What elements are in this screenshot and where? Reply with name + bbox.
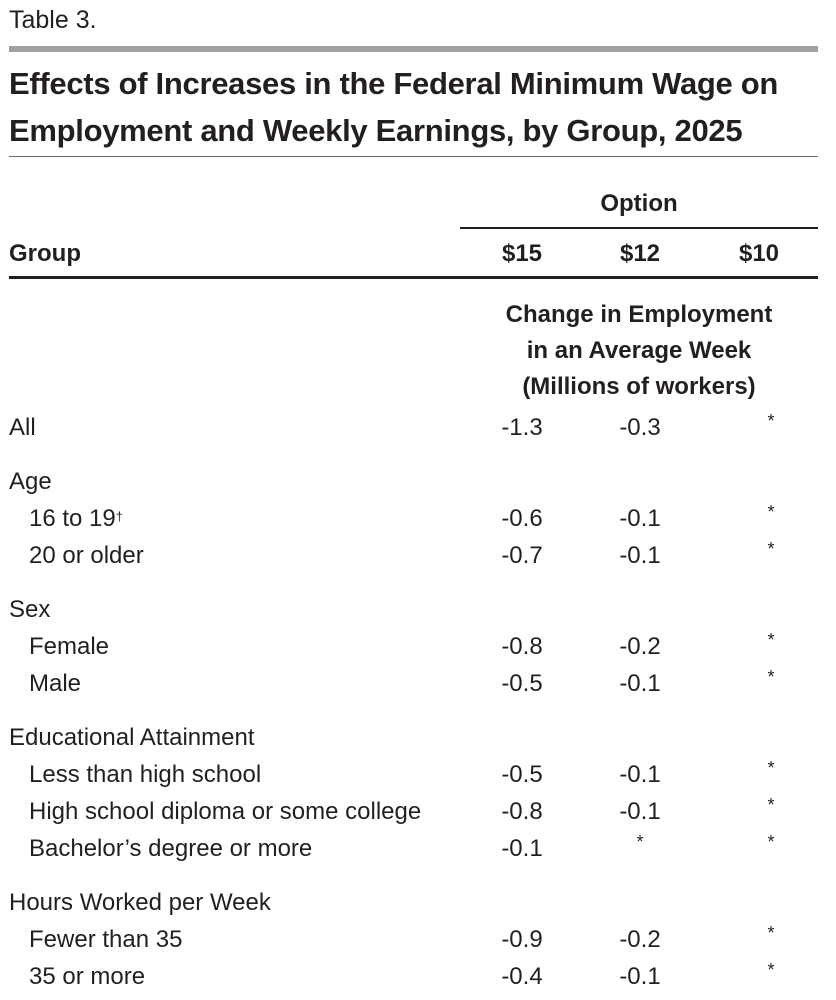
top-rule (9, 46, 818, 52)
value-15: -0.8 (501, 798, 543, 825)
section-header-age: Age (0, 464, 836, 500)
value-15: -0.9 (501, 926, 543, 953)
value-12: -0.1 (619, 963, 661, 990)
value-12: -0.1 (619, 670, 661, 697)
value-10-text: * (767, 502, 775, 522)
value-12: -0.1 (619, 761, 661, 788)
value-10-text: * (767, 630, 775, 650)
section-label: Hours Worked per Week (9, 889, 271, 916)
table-row-bachelors: Bachelor’s degree or more -0.1 * * (0, 831, 836, 867)
value-12-text: * (636, 832, 644, 852)
value-15: -0.4 (501, 963, 543, 990)
row-label: High school diploma or some college (29, 798, 422, 825)
subheader-line-3: (Millions of workers) (522, 373, 756, 400)
title-rule (9, 156, 818, 157)
value-10-text: * (767, 795, 775, 815)
value-15: -0.6 (501, 505, 543, 532)
value-12: * (585, 831, 695, 868)
section-label: Sex (9, 596, 51, 623)
group-header: Group (9, 240, 81, 267)
value-10-text: * (767, 832, 775, 852)
value-10: * (716, 922, 826, 959)
table-title: Effects of Increases in the Federal Mini… (9, 60, 778, 154)
table-row-female: Female -0.8 -0.2 * (0, 629, 836, 665)
value-12: -0.2 (619, 633, 661, 660)
row-label: 16 to 19† (29, 501, 123, 537)
title-line-1: Effects of Increases in the Federal Mini… (9, 66, 779, 101)
table-row-fewer-than-35: Fewer than 35 -0.9 -0.2 * (0, 922, 836, 958)
row-label: Less than high school (29, 761, 262, 788)
section-header-sex: Sex (0, 592, 836, 628)
value-10: * (716, 959, 826, 996)
value-10-text: * (767, 539, 775, 559)
section-header-hours: Hours Worked per Week (0, 885, 836, 921)
value-10: * (716, 410, 826, 447)
value-10: * (716, 666, 826, 703)
value-10: * (716, 501, 826, 538)
measure-subheader: Change in Employment in an Average Week … (460, 297, 818, 405)
table-row-all: All -1.3 -0.3 * (0, 410, 836, 446)
table-row-less-than-high-school: Less than high school -0.5 -0.1 * (0, 757, 836, 793)
table-row-age-16-19: 16 to 19† -0.6 -0.1 * (0, 501, 836, 537)
value-10-text: * (767, 411, 775, 431)
subheader-line-1: Change in Employment (505, 301, 773, 328)
table-row-male: Male -0.5 -0.1 * (0, 666, 836, 702)
value-10-text: * (767, 667, 775, 687)
value-12: -0.1 (619, 542, 661, 569)
value-12: -0.1 (619, 798, 661, 825)
column-header-15: $15 (501, 240, 543, 267)
table-row-35-or-more: 35 or more -0.4 -0.1 * (0, 959, 836, 995)
option-header: Option (600, 190, 678, 217)
subheader-line-2: in an Average Week (526, 337, 752, 364)
section-label: Age (9, 468, 52, 495)
value-10-text: * (767, 960, 775, 980)
value-12: -0.1 (619, 505, 661, 532)
title-line-2: Employment and Weekly Earnings, by Group… (9, 113, 743, 148)
option-rule (460, 227, 818, 229)
row-label: 35 or more (29, 963, 146, 990)
section-header-education: Educational Attainment (0, 720, 836, 756)
section-label: Educational Attainment (9, 724, 255, 751)
row-label: Bachelor’s degree or more (29, 835, 313, 862)
row-label: 20 or older (29, 542, 144, 569)
table-row-high-school: High school diploma or some college -0.8… (0, 794, 836, 830)
value-15: -0.1 (501, 835, 543, 862)
value-10: * (716, 538, 826, 575)
value-12: -0.3 (619, 414, 661, 441)
value-15: -0.8 (501, 633, 543, 660)
value-15: -0.7 (501, 542, 543, 569)
value-10: * (716, 831, 826, 868)
row-label: Female (29, 633, 110, 660)
value-12: -0.2 (619, 926, 661, 953)
footnote-mark: † (115, 509, 123, 524)
value-15: -0.5 (501, 761, 543, 788)
table-number: Table 3. (9, 6, 97, 34)
value-10-text: * (767, 923, 775, 943)
value-10: * (716, 757, 826, 794)
row-label-text: 16 to 19 (29, 505, 116, 532)
value-10: * (716, 794, 826, 831)
value-15: -1.3 (501, 414, 543, 441)
header-rule (9, 276, 818, 279)
column-header-10: $10 (738, 240, 780, 267)
row-label: All (9, 414, 36, 441)
column-header-12: $12 (619, 240, 661, 267)
value-10: * (716, 629, 826, 666)
row-label: Male (29, 670, 82, 697)
value-10-text: * (767, 758, 775, 778)
row-label: Fewer than 35 (29, 926, 183, 953)
table-row-age-20: 20 or older -0.7 -0.1 * (0, 538, 836, 574)
value-15: -0.5 (501, 670, 543, 697)
